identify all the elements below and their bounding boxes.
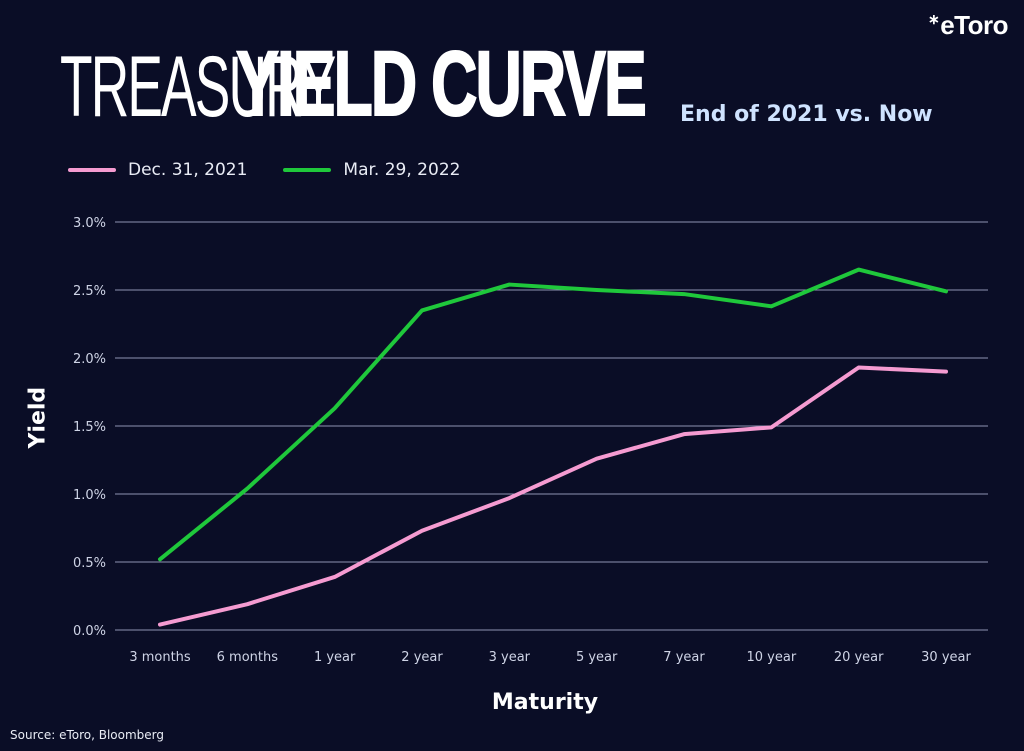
x-tick-label: 3 months [129, 650, 191, 665]
y-tick-label: 3.0% [73, 216, 106, 231]
legend-swatch-2022 [283, 168, 332, 172]
x-tick-label: 2 year [401, 650, 443, 665]
y-tick-label: 2.0% [73, 352, 106, 367]
x-axis-label: Maturity [491, 690, 599, 715]
y-tick-label: 1.0% [73, 488, 106, 503]
x-tick-label: 7 year [663, 650, 705, 665]
source-note: Source: eToro, Bloomberg [10, 728, 165, 742]
series-line-2022 [158, 267, 948, 562]
x-tick-label: 3 year [489, 650, 531, 665]
y-tick-label: 0.0% [73, 624, 106, 639]
legend: Dec. 31, 2021 Mar. 29, 2022 [68, 160, 460, 180]
bull-horns-icon: ∗ [927, 11, 940, 27]
y-tick-label: 0.5% [73, 556, 106, 571]
legend-item-2022: Mar. 29, 2022 [283, 160, 460, 180]
x-tick-label: 10 year [746, 650, 796, 665]
legend-label-2021: Dec. 31, 2021 [128, 160, 248, 180]
logo-text: eToro [940, 10, 1008, 40]
legend-swatch-2021 [68, 168, 116, 172]
x-tick-label: 5 year [576, 650, 618, 665]
y-axis-label: Yield [25, 386, 51, 449]
series-line-2021 [158, 365, 948, 627]
x-tick-label: 20 year [834, 650, 884, 665]
y-tick-label: 1.5% [73, 420, 106, 435]
title-bold: YIELD CURVE [235, 33, 647, 135]
legend-item-2021: Dec. 31, 2021 [68, 160, 247, 180]
x-tick-label: 1 year [314, 650, 356, 665]
x-tick-label: 30 year [921, 650, 971, 665]
page-title: TREASURY YIELD CURVE [60, 26, 820, 135]
etoro-logo: ∗ eToro [927, 10, 1009, 41]
chart-subtitle: End of 2021 vs. Now [680, 102, 933, 127]
y-tick-label: 2.5% [73, 284, 106, 299]
x-tick-label: 6 months [217, 650, 279, 665]
legend-label-2022: Mar. 29, 2022 [343, 160, 461, 180]
